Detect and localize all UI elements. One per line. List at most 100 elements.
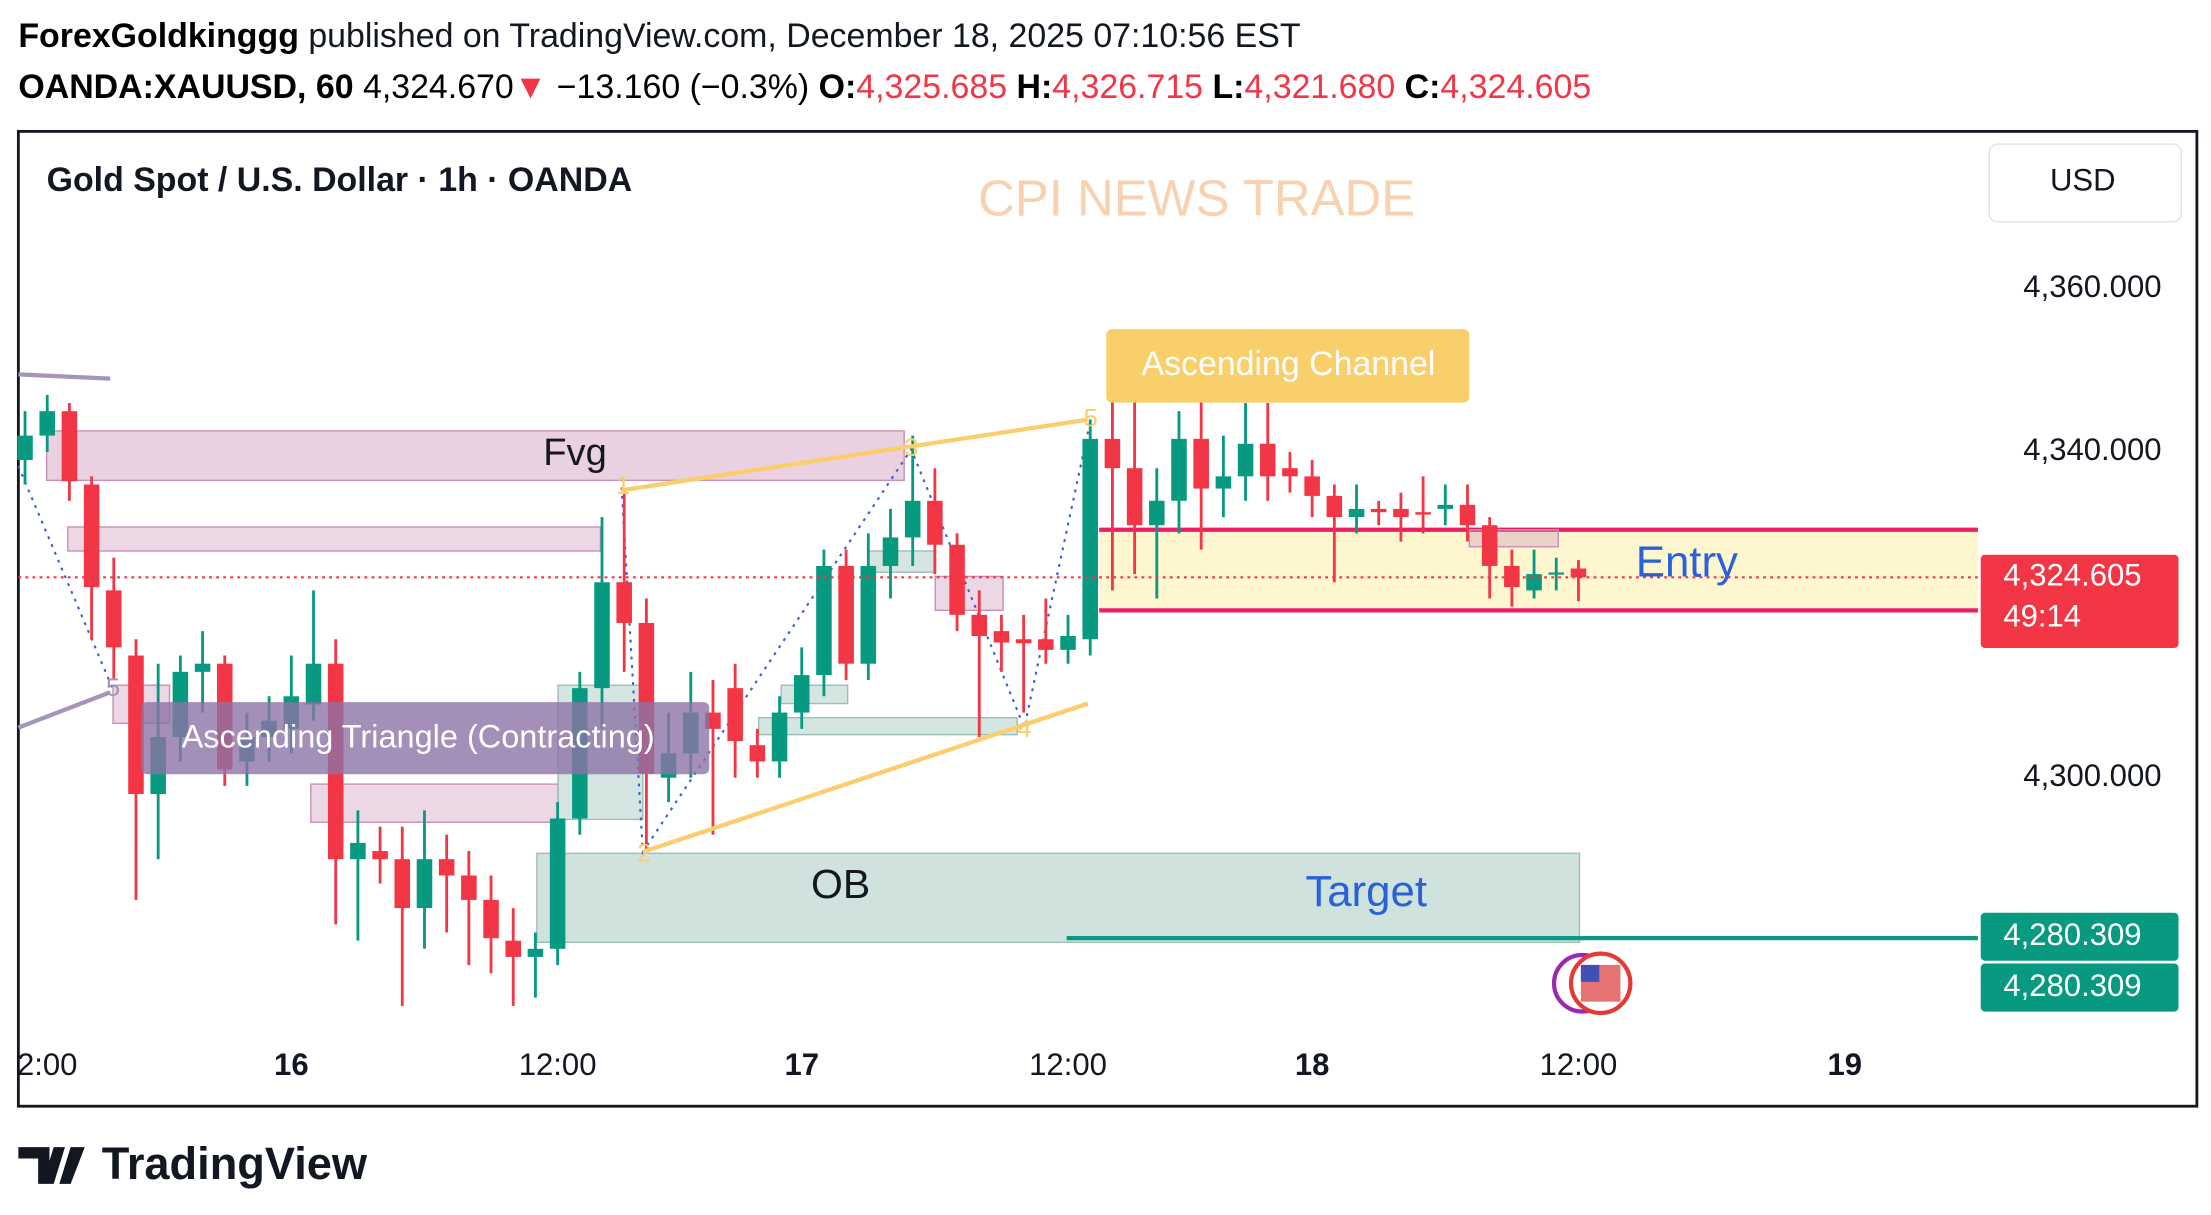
c-value: 4,324.605 xyxy=(1440,68,1591,106)
candle-body xyxy=(305,663,322,705)
candle-body xyxy=(1393,508,1409,518)
last-price-tag xyxy=(1980,554,2179,648)
triangle-line xyxy=(17,690,111,730)
candle-body xyxy=(483,899,499,939)
candle-body xyxy=(1304,476,1320,496)
o-label: O: xyxy=(819,68,857,106)
ob-label: OB xyxy=(811,861,870,907)
x-tick-label: 2:00 xyxy=(17,1047,78,1082)
entry-zone xyxy=(1099,529,1978,611)
fvg-zone xyxy=(45,430,905,482)
last-price-label: 4,324.605 xyxy=(2003,558,2141,593)
candle-body xyxy=(505,940,522,957)
arrow: ▼ xyxy=(514,68,548,106)
flag-canton xyxy=(1580,964,1600,982)
point-label: 4 xyxy=(1017,715,1031,743)
target-tag-label: 4,280.309 xyxy=(2003,968,2141,1003)
candle-body xyxy=(1282,468,1298,477)
zigzag xyxy=(17,465,114,690)
candle-body xyxy=(1437,504,1454,509)
x-tick-label: 12:00 xyxy=(1540,1047,1618,1082)
candle-body xyxy=(727,688,743,742)
symbol: OANDA:XAUUSD, 60 xyxy=(18,68,353,106)
x-tick-label: 12:00 xyxy=(519,1047,597,1082)
candle-body xyxy=(860,565,877,664)
candle-body xyxy=(1415,512,1431,515)
candle-body xyxy=(438,859,455,876)
change: −13.160 (−0.3%) xyxy=(557,68,809,106)
candle-body xyxy=(461,875,477,900)
candle-body xyxy=(927,500,943,545)
y-tick-label: 4,360.000 xyxy=(2023,269,2161,304)
candle-body xyxy=(1548,572,1565,575)
candle-body xyxy=(971,614,988,636)
candle-body xyxy=(771,712,788,762)
candle-body xyxy=(17,435,33,461)
x-tick-label: 17 xyxy=(784,1047,819,1082)
logo-mark xyxy=(18,1147,85,1184)
point-label: 3 xyxy=(904,434,918,462)
candle-body xyxy=(1504,565,1520,588)
triangle-line xyxy=(18,372,111,381)
point-label: 5 xyxy=(106,674,120,702)
target-tag xyxy=(1980,963,2179,1012)
header-line1: ForexGoldkinggg published on TradingView… xyxy=(18,17,1300,55)
brand: TradingView xyxy=(102,1138,368,1189)
l-value: 4,321.680 xyxy=(1244,68,1395,106)
candle-body xyxy=(882,537,899,566)
candle-body xyxy=(1015,639,1032,644)
candle-body xyxy=(1171,438,1187,501)
candle-body xyxy=(838,565,854,664)
candle-body xyxy=(1326,495,1343,518)
candle-body xyxy=(416,859,433,909)
countdown: 49:14 xyxy=(2003,598,2081,633)
currency-button[interactable] xyxy=(1988,143,2183,223)
candle-body xyxy=(616,582,632,623)
header-line2: OANDA:XAUUSD, 60 4,324.670▼ −13.160 (−0.… xyxy=(18,68,1591,106)
y-tick-label: 4,340.000 xyxy=(2023,432,2161,467)
candle-body xyxy=(1237,443,1254,477)
candle-body xyxy=(793,675,810,713)
l-label: L: xyxy=(1212,68,1244,106)
target-tag xyxy=(1980,912,2179,961)
author: ForexGoldkinggg xyxy=(18,17,299,55)
candle-body xyxy=(1370,508,1387,513)
candle-body xyxy=(1481,525,1498,566)
point-label: 2 xyxy=(637,839,651,867)
candle-body xyxy=(194,663,211,672)
axes: 4,360.000 4,340.000 4,300.000 2:00 16 12:00 17… xyxy=(17,269,2179,1082)
zone xyxy=(868,550,936,573)
last: 4,324.670 xyxy=(363,68,514,106)
candle-body xyxy=(1215,476,1232,489)
candle-body xyxy=(83,484,100,588)
x-tick-label: 16 xyxy=(274,1047,309,1082)
x-tick-label: 12:00 xyxy=(1029,1047,1107,1082)
entry-label: Entry xyxy=(1636,538,1738,587)
candle-body xyxy=(904,500,921,538)
fvg-label: Fvg xyxy=(543,431,607,474)
candle-body xyxy=(993,631,1010,643)
candle-body xyxy=(549,818,566,949)
candle-body xyxy=(1082,438,1098,640)
ob-zone xyxy=(536,852,1581,944)
y-tick-label: 4,300.000 xyxy=(2023,758,2161,793)
candle-body xyxy=(1459,504,1476,526)
candle-body xyxy=(350,842,366,860)
candle-body xyxy=(1126,468,1143,526)
channel-tag xyxy=(1106,329,1470,403)
c-label: C: xyxy=(1405,68,1441,106)
candle-body xyxy=(949,544,965,615)
candle-body xyxy=(594,582,610,689)
candle-body xyxy=(394,859,411,909)
candle-body xyxy=(106,590,122,648)
triangle-label-bg xyxy=(141,702,710,775)
candle-body xyxy=(1348,508,1365,518)
channel-label: Ascending Channel xyxy=(1141,345,1435,383)
candle-body xyxy=(749,745,766,762)
target-label: Target xyxy=(1305,867,1427,916)
candle-body xyxy=(39,411,55,436)
candle-body xyxy=(816,565,832,676)
overlays: Ascending Triangle (Contracting) Ascendi… xyxy=(106,169,1738,1016)
